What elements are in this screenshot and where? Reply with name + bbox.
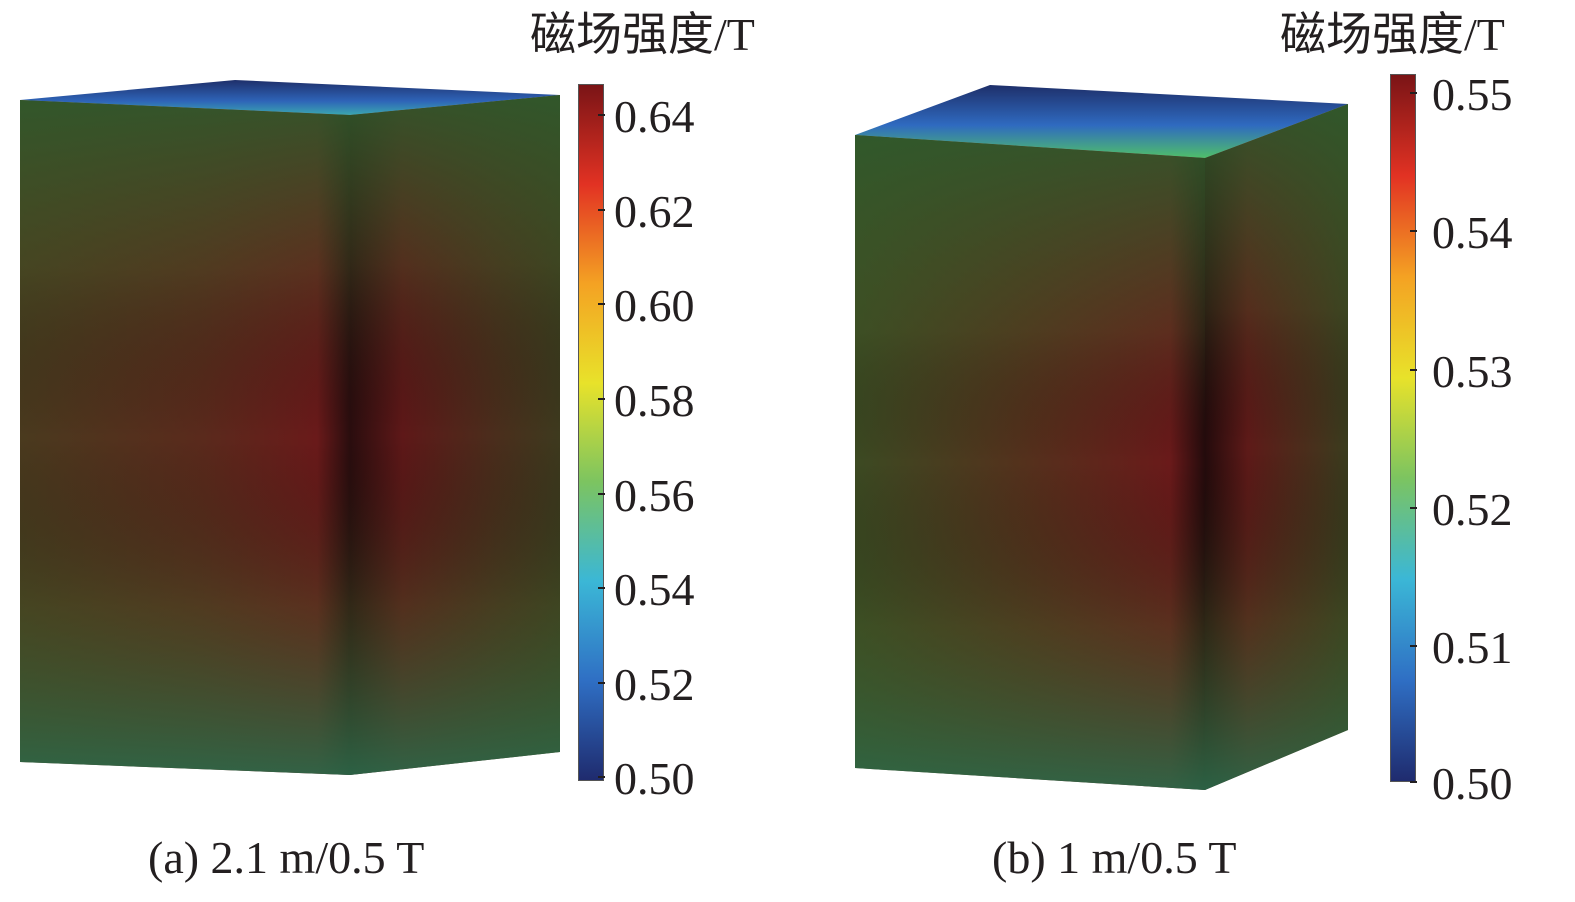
colorbar-a-tick-label: 0.50 (614, 753, 695, 804)
caption-b: (b) 1 m/0.5 T (992, 832, 1237, 883)
colorbar-a-tick-label: 0.64 (614, 91, 695, 142)
panel-a: 磁场强度/T 0.64 0.62 0.60 0.58 0.56 0.54 0.5… (20, 9, 755, 883)
colorbar-b-tick (1410, 507, 1417, 509)
colorbar-a-tick (598, 587, 605, 589)
colorbar-b-title: 磁场强度/T (1280, 9, 1505, 60)
colorbar-a-tick-label: 0.56 (614, 470, 695, 521)
colorbar-b-tick-label: 0.54 (1432, 207, 1513, 258)
colorbar-a-tick-label: 0.60 (614, 280, 695, 331)
colorbar-a-tick (598, 209, 605, 211)
colorbar-b-tick-label: 0.53 (1432, 346, 1513, 397)
colorbar-b (1390, 74, 1416, 782)
colorbar-a-tick (598, 303, 605, 305)
colorbar-b-tick-label: 0.52 (1432, 484, 1513, 535)
colorbar-a-tick-label: 0.54 (614, 564, 695, 615)
colorbar-a-tick (598, 682, 605, 684)
colorbar-b-tick (1410, 230, 1417, 232)
colorbar-a-tick (598, 776, 605, 778)
colorbar-b-tick-label: 0.51 (1432, 622, 1513, 673)
colorbar-a-tick (598, 493, 605, 495)
caption-a: (a) 2.1 m/0.5 T (148, 832, 425, 883)
colorbar-b-tick (1410, 645, 1417, 647)
colorbar-b-tick (1410, 781, 1417, 783)
colorbar-a-title: 磁场强度/T (530, 9, 755, 60)
colorbar-a (578, 84, 604, 781)
colorbar-a-tick-label: 0.62 (614, 186, 695, 237)
colorbar-b-tick (1410, 92, 1417, 94)
colorbar-a-tick-label: 0.52 (614, 659, 695, 710)
colorbar-a-tick (598, 114, 605, 116)
cube-a-field-plot (20, 80, 560, 775)
cube-b-top-face (855, 85, 1348, 158)
panel-b: 磁场强度/T 0.55 0.54 0.53 0.52 0.51 0.50 (b)… (820, 0, 1575, 902)
cube-b-field-plot (855, 85, 1348, 790)
cube-a-top-face (20, 80, 560, 115)
colorbar-a-tick (598, 398, 605, 400)
colorbar-b-tick-label: 0.55 (1432, 69, 1513, 120)
colorbar-a-tick-label: 0.58 (614, 375, 695, 426)
colorbar-b-tick (1410, 369, 1417, 371)
colorbar-b-tick-label: 0.50 (1432, 758, 1513, 809)
